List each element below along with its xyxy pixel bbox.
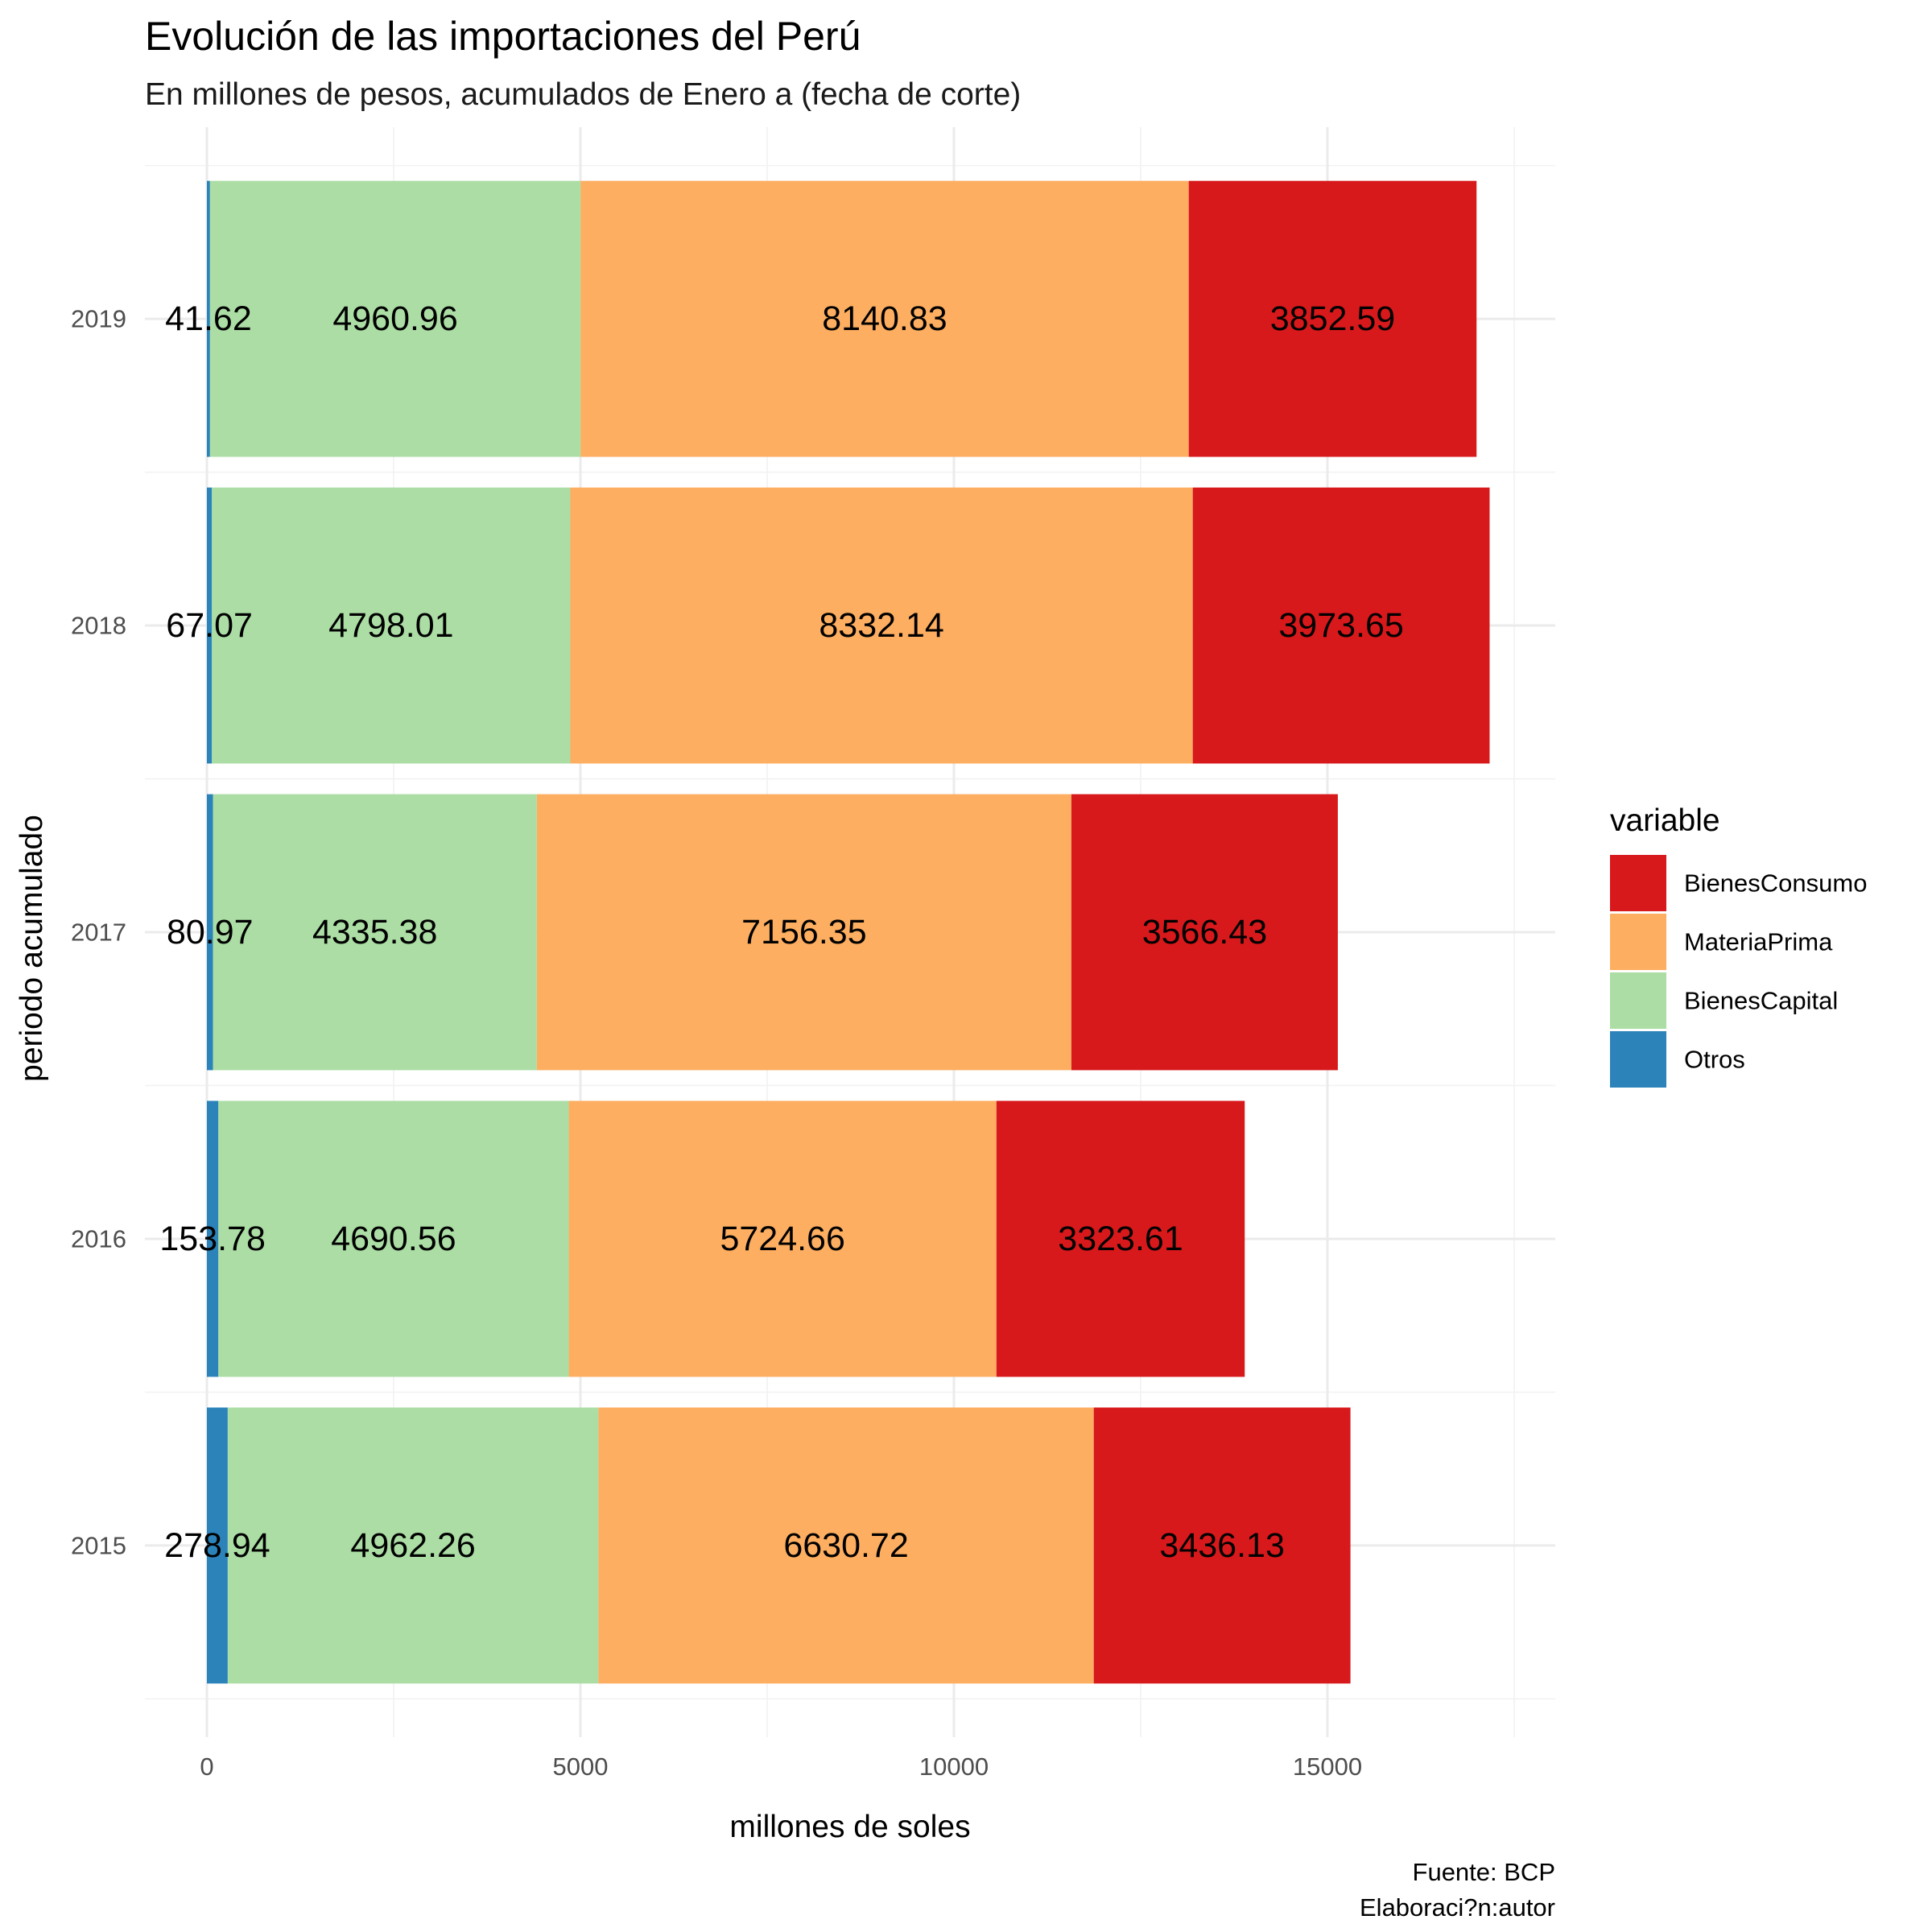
bar-value-label: 3973.65: [1278, 606, 1403, 645]
x-tick-label: 5000: [553, 1752, 609, 1781]
bar-labels-layer: 278.94 4962.26 6630.72 3436.13 153.78 4690.56…: [159, 299, 1403, 1565]
x-tick-label: 15000: [1293, 1752, 1362, 1781]
legend-key-bienesconsumo: [1610, 855, 1666, 911]
bar-value-label: 41.62: [165, 299, 252, 338]
bar-value-label: 8140.83: [822, 299, 947, 338]
bar-segment-otros-2015: [207, 1407, 228, 1684]
bar-segment-materiaprima-2019: [580, 180, 1189, 457]
bar-segment-bienescapital-2019: [209, 180, 581, 457]
caption: Fuente: BCP Elaboraci?n:autor: [1360, 1858, 1555, 1922]
bar-segment-bienesconsumo-2018: [1192, 487, 1490, 764]
chart-title: Evolución de las importaciones del Perú: [145, 14, 861, 59]
y-tick-label: 2017: [71, 919, 126, 947]
bar-value-label: 67.07: [166, 606, 253, 645]
bar-value-label: 4335.38: [312, 913, 437, 952]
bar-segment-bienescapital-2017: [213, 794, 537, 1071]
legend-label-bienescapital: BienesCapital: [1684, 987, 1838, 1015]
bar-value-label: 5724.66: [720, 1220, 844, 1258]
chart-subtitle: En millones de pesos, acumulados de Ener…: [145, 77, 1021, 112]
y-tick-label: 2018: [71, 612, 126, 640]
bar-segment-bienescapital-2018: [212, 487, 571, 764]
y-tick-label: 2019: [71, 305, 126, 333]
bar-segment-otros-2019: [207, 180, 210, 457]
bar-segment-bienesconsumo-2015: [1093, 1407, 1351, 1684]
legend: variable BienesConsumo MateriaPrima Bienes…: [1610, 803, 1867, 1088]
bar-value-label: 278.94: [164, 1526, 270, 1565]
bar-segment-bienescapital-2016: [218, 1100, 569, 1377]
bar-value-label: 7156.35: [741, 913, 866, 952]
bar-value-label: 80.97: [167, 913, 254, 952]
bar-value-label: 8332.14: [819, 606, 943, 645]
bar-segment-bienescapital-2015: [227, 1407, 599, 1684]
x-axis-ticks: 0 5000 10000 15000: [200, 1752, 1362, 1781]
bar-value-label: 3852.59: [1270, 299, 1395, 338]
legend-key-otros: [1610, 1031, 1666, 1088]
bar-value-label: 6630.72: [783, 1526, 908, 1565]
bar-value-label: 3436.13: [1159, 1526, 1284, 1565]
legend-title: variable: [1610, 803, 1720, 838]
x-tick-label: 10000: [919, 1752, 989, 1781]
bars-layer: [207, 180, 1490, 1684]
bar-value-label: 3323.61: [1058, 1220, 1183, 1258]
bar-segment-materiaprima-2018: [570, 487, 1193, 764]
bar-segment-materiaprima-2015: [598, 1407, 1094, 1684]
bar-segment-otros-2018: [207, 487, 213, 764]
bar-segment-bienesconsumo-2017: [1071, 794, 1338, 1071]
bar-value-label: 153.78: [159, 1220, 266, 1258]
caption-source: Fuente: BCP: [1413, 1858, 1555, 1886]
legend-label-otros: Otros: [1684, 1046, 1745, 1074]
bar-segment-bienesconsumo-2019: [1188, 180, 1477, 457]
x-axis-title: millones de soles: [729, 1810, 970, 1844]
bar-segment-otros-2016: [207, 1100, 219, 1377]
bar-value-label: 4960.96: [332, 299, 457, 338]
bar-value-label: 4690.56: [331, 1220, 456, 1258]
legend-key-bienescapital: [1610, 972, 1666, 1029]
legend-label-bienesconsumo: BienesConsumo: [1684, 869, 1867, 898]
x-tick-label: 0: [200, 1752, 213, 1781]
bar-value-label: 4962.26: [350, 1526, 475, 1565]
bar-value-label: 3566.43: [1142, 913, 1267, 952]
y-tick-label: 2015: [71, 1531, 126, 1559]
caption-author: Elaboraci?n:autor: [1360, 1893, 1555, 1922]
legend-label-materiaprima: MateriaPrima: [1684, 928, 1833, 956]
y-axis-title: periodo acumulado: [14, 815, 49, 1082]
bar-value-label: 4798.01: [328, 606, 453, 645]
bar-segment-materiaprima-2016: [568, 1100, 997, 1377]
y-axis-ticks: 2015 2016 2017 2018 2019: [71, 305, 126, 1560]
bar-segment-otros-2017: [207, 794, 213, 1071]
y-tick-label: 2016: [71, 1224, 126, 1253]
bar-segment-bienesconsumo-2016: [996, 1100, 1245, 1377]
bar-segment-materiaprima-2017: [536, 794, 1071, 1071]
legend-key-materiaprima: [1610, 914, 1666, 970]
